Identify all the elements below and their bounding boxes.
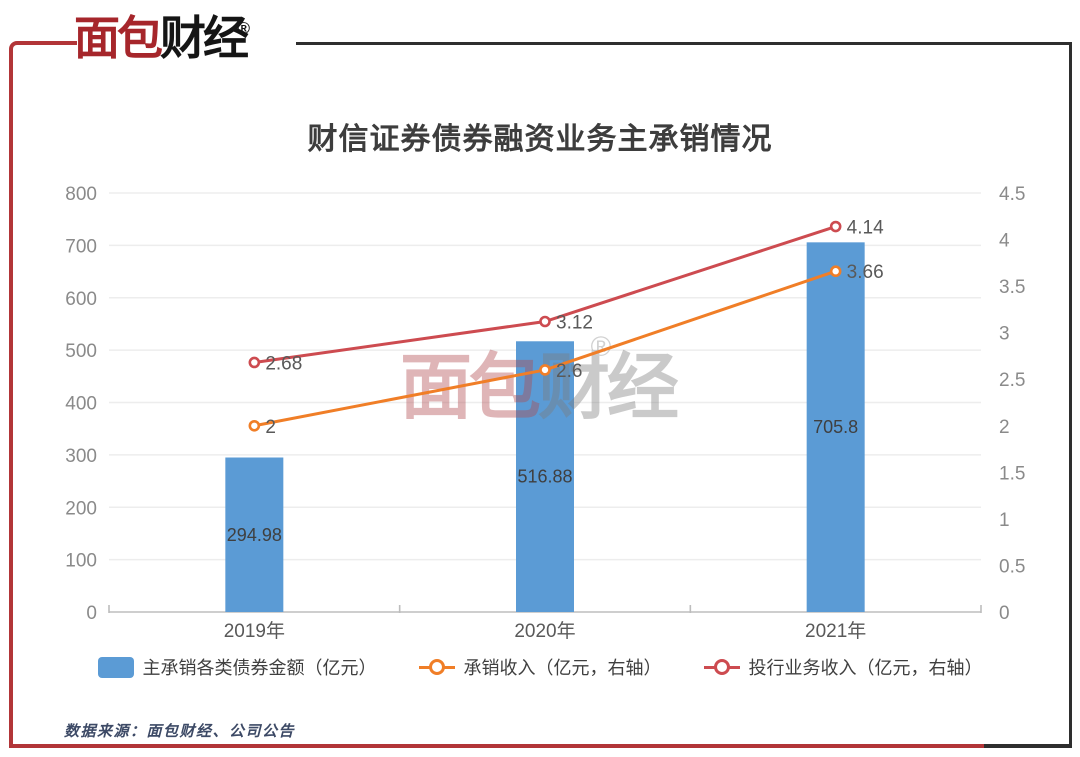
watermark: 面包财经® [400,331,682,428]
chart-title: 财信证券债券融资业务主承销情况 [307,123,773,156]
legend-bar-swatch-icon [97,656,134,678]
legend-marker-dot-icon [428,659,445,675]
right-axis-tick-label: 2.5 [999,370,1025,391]
watermark-text: 面包财经 [400,348,679,428]
data-source-note: 数据来源：面包财经、公司公告 [64,724,296,740]
right-axis-tick-label: 0.5 [999,556,1025,577]
right-axis-tick-label: 4 [999,231,1010,252]
point-marker [829,265,842,278]
point-value-label: 2.68 [265,353,302,374]
legend-item: 承销收入（亿元，右轴） [418,654,662,680]
point-marker [829,220,842,233]
right-axis-tick-label: 1.5 [999,463,1025,484]
left-axis-tick-label: 700 [65,236,97,257]
legend-label: 投行业务收入（亿元，右轴） [748,658,983,678]
category-label: 2019年 [224,620,285,642]
right-axis-tick-label: 2 [999,417,1010,438]
right-axis-tick-label: 4.5 [999,184,1025,205]
point-value-label: 2 [265,417,276,438]
frame-top-dark-line [296,42,1072,45]
point-marker [248,419,261,432]
registered-trademark-icon: ® [237,19,250,38]
left-axis-tick-label: 0 [86,603,97,624]
brand-logo-dark-text: 财经 [160,12,249,64]
right-axis-tick-label: 3 [999,324,1010,345]
point-marker [248,356,261,369]
legend-label: 主承销各类债券金额（亿元） [142,658,377,678]
bar [516,341,574,612]
point-marker [539,315,551,328]
left-axis-tick-label: 500 [65,341,97,362]
left-axis-tick-label: 600 [65,289,97,310]
point-value-label: 3.66 [847,262,884,283]
category-label: 2020年 [514,620,575,642]
bar [225,457,284,612]
right-axis-tick-label: 3.5 [999,277,1025,298]
brand-logo: 面包财经 ® [74,12,250,64]
legend-line-marker-icon [703,659,740,675]
left-axis-tick-label: 100 [65,551,97,572]
legend-marker-dot-icon [713,659,730,675]
left-axis-tick-label: 200 [65,498,97,519]
point-value-label: 4.14 [847,218,884,239]
frame-bottom-red-line [9,744,984,748]
bar-value-label: 294.98 [227,525,282,545]
left-axis-tick-label: 400 [65,394,97,415]
brand-logo-red-text: 面包 [74,12,163,64]
left-axis-tick-label: 300 [65,446,97,467]
frame-right-dark-line [1069,42,1072,747]
point-marker [539,364,551,376]
category-label: 2021年 [805,620,866,642]
right-axis-tick-label: 1 [999,510,1010,531]
chart-legend: 主承销各类债券金额（亿元） 承销收入（亿元，右轴） 投行业务收入（亿元，右轴） [0,654,1080,680]
frame-red-corner [9,41,77,748]
point-value-label: 3.12 [556,312,593,333]
bar-value-label: 516.88 [517,467,572,487]
watermark-registered-icon: ® [591,331,612,362]
left-axis-tick-label: 800 [65,184,97,205]
legend-item: 主承销各类债券金额（亿元） [97,654,377,680]
bar-value-label: 705.8 [813,417,858,437]
legend-item: 投行业务收入（亿元，右轴） [703,654,983,680]
legend-label: 承销收入（亿元，右轴） [463,658,662,678]
bar [806,242,865,612]
frame-bottom-dark-line [984,744,1072,748]
right-axis-tick-label: 0 [999,603,1010,624]
point-value-label: 2.6 [556,361,582,382]
legend-line-marker-icon [418,659,455,675]
